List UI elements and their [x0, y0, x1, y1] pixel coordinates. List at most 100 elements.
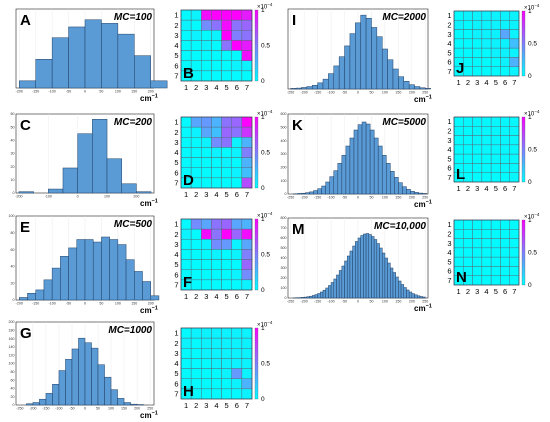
row-label: 3	[174, 240, 178, 249]
heatmap-cell	[201, 126, 212, 138]
colorbar-tick-label: 0	[261, 78, 265, 85]
panel-label: M	[292, 221, 305, 238]
heatmap-cell	[211, 30, 222, 41]
heatmap-cell	[463, 219, 473, 230]
heatmap-cell	[180, 40, 192, 51]
y-tick-label: 600	[281, 236, 287, 240]
colorbar-tick-label: 0	[261, 396, 265, 403]
row-label: 1	[447, 11, 451, 20]
row-label: 6	[174, 379, 178, 388]
column-label: 2	[194, 292, 198, 301]
heatmap-cell	[231, 327, 243, 339]
row-label: 1	[174, 118, 178, 127]
heatmap-cell	[221, 126, 232, 138]
heatmap-cell	[463, 256, 473, 267]
panel-label: C	[20, 117, 31, 134]
column-label: 5	[225, 83, 229, 92]
heatmap-frame	[453, 219, 520, 286]
x-tick-label: 150	[395, 91, 401, 95]
heatmap-cell	[500, 256, 510, 267]
heatmap-cell	[211, 147, 222, 158]
heatmap-cell	[509, 10, 520, 21]
histogram-bar	[398, 280, 402, 299]
column-label: 4	[214, 190, 218, 199]
x-tick-label: 200	[409, 91, 415, 95]
heatmap-cell	[231, 177, 243, 189]
x-tick-label: -150	[42, 407, 49, 411]
row-label: 1	[447, 117, 451, 126]
row-label: 7	[174, 179, 178, 188]
column-label: 3	[475, 287, 479, 296]
x-axis-unit-label: cm−1	[414, 200, 432, 210]
y-tick-label: 60	[11, 248, 15, 252]
column-label: 2	[194, 190, 198, 199]
heatmap-cell	[472, 20, 483, 30]
histogram-bar	[51, 267, 61, 301]
histogram-bar	[317, 188, 322, 195]
heatmap-cell	[190, 249, 202, 260]
heatmap-cell	[490, 57, 501, 67]
heatmap-cell	[190, 368, 202, 379]
x-tick-label: 0	[357, 196, 359, 200]
heatmap-cell	[241, 228, 253, 240]
histogram-panel-c: -200 -100 0 100 200 0 10 20 30 40 50 60 C MC=200 cm−1	[11, 112, 158, 208]
heatmap-cell	[463, 29, 473, 40]
y-tick-label: 120	[9, 353, 15, 357]
heatmap-cell	[180, 259, 192, 270]
heatmap-cell	[180, 19, 192, 31]
histogram-bar	[408, 291, 413, 299]
heatmap-cell	[481, 20, 492, 30]
heatmap-cell	[472, 266, 483, 276]
heatmap-cell	[453, 247, 464, 258]
histogram-bar	[101, 236, 110, 301]
colorbar	[254, 9, 259, 82]
heatmap-cell	[490, 163, 501, 173]
column-label: 7	[512, 184, 516, 193]
x-tick-label: -150	[314, 91, 321, 95]
y-tick-label: 0	[285, 192, 287, 196]
x-tick-label: -100	[49, 302, 56, 306]
x-tick-label: -50	[66, 302, 71, 306]
heatmap-cell	[201, 378, 212, 390]
histogram-bar	[117, 33, 135, 89]
heatmap-cell	[500, 66, 510, 77]
histogram-bar	[317, 82, 324, 90]
heatmap-cell	[201, 60, 212, 72]
histogram-bar	[18, 191, 34, 194]
panel-label: A	[20, 12, 31, 29]
row-label: 4	[174, 359, 178, 368]
heatmap-cell	[481, 256, 492, 267]
histogram-bar	[68, 26, 86, 89]
heatmap-cell	[500, 20, 510, 30]
heatmap-cell	[231, 337, 243, 349]
colorbar-tick-label: 0	[261, 185, 265, 192]
histogram-bar	[106, 158, 122, 194]
heatmap-cell	[241, 239, 253, 250]
heatmap-cell	[472, 238, 483, 249]
histogram-bar	[333, 278, 337, 299]
x-tick-label: -200	[29, 407, 36, 411]
y-tick-label: 300	[281, 152, 287, 156]
colorbar-tick-label: 0.5	[261, 150, 270, 157]
y-tick-label: 40	[11, 387, 15, 391]
histogram-bar	[363, 233, 367, 299]
column-label: 5	[225, 190, 229, 199]
heatmap-cell	[481, 47, 492, 58]
heatmap-cell	[490, 275, 501, 286]
row-label: 5	[174, 260, 178, 269]
heatmap-cell	[490, 10, 501, 21]
heatmap-cell	[190, 137, 202, 148]
panel-label: G	[20, 325, 32, 342]
x-tick-label: -50	[342, 300, 347, 304]
histogram-bar	[414, 294, 418, 299]
histogram-bar	[35, 59, 53, 89]
heatmap-cell	[490, 126, 501, 136]
heatmap-cell	[481, 266, 492, 276]
histogram-bar	[325, 181, 330, 195]
histogram-bar	[297, 193, 302, 195]
heatmap-cell	[241, 218, 253, 230]
x-tick-label: 200	[409, 196, 415, 200]
histogram-bar	[369, 129, 375, 195]
